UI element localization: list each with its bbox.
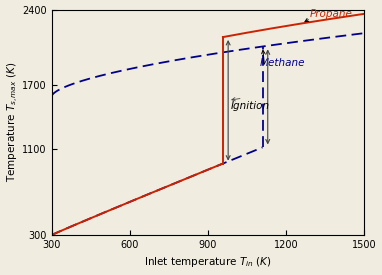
Text: Ignition: Ignition: [231, 101, 270, 111]
X-axis label: Inlet temperature $T_{in}$ $(K)$: Inlet temperature $T_{in}$ $(K)$: [144, 255, 272, 270]
Text: Methane: Methane: [260, 59, 306, 68]
Y-axis label: Temperature $T_{s,max}$ $(K)$: Temperature $T_{s,max}$ $(K)$: [6, 62, 21, 182]
Text: Propane: Propane: [309, 9, 352, 19]
